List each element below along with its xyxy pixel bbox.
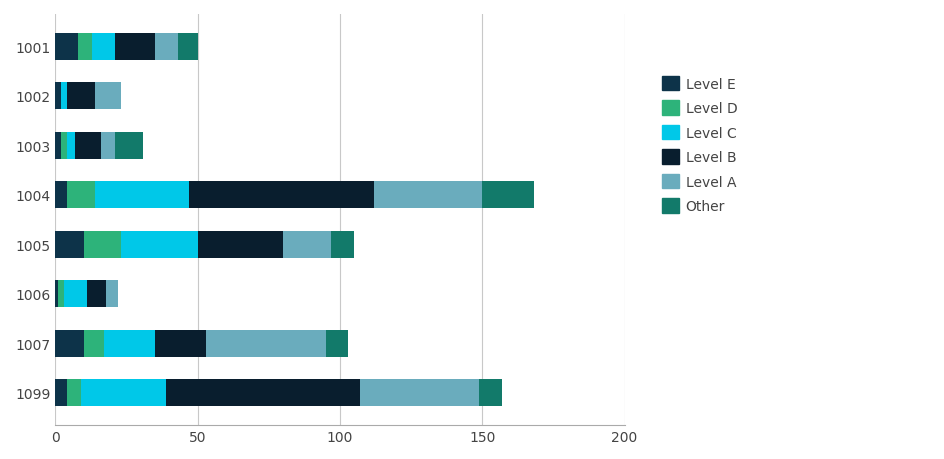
Bar bbox=[115, 34, 155, 61]
Bar bbox=[104, 330, 155, 357]
Bar bbox=[84, 330, 104, 357]
Bar bbox=[87, 280, 107, 308]
Bar bbox=[121, 231, 197, 258]
Bar bbox=[67, 182, 95, 209]
Bar bbox=[479, 380, 501, 407]
Bar bbox=[55, 380, 67, 407]
Bar bbox=[55, 280, 58, 308]
Bar bbox=[331, 231, 354, 258]
Bar bbox=[67, 83, 95, 110]
Bar bbox=[84, 231, 121, 258]
Bar bbox=[55, 182, 67, 209]
Bar bbox=[95, 83, 121, 110]
Bar bbox=[55, 83, 60, 110]
Bar bbox=[115, 132, 143, 160]
Bar bbox=[206, 330, 326, 357]
Bar bbox=[282, 231, 331, 258]
Bar bbox=[197, 231, 282, 258]
Bar bbox=[58, 280, 63, 308]
Bar bbox=[67, 380, 81, 407]
Bar bbox=[481, 182, 533, 209]
Bar bbox=[81, 380, 166, 407]
Bar bbox=[55, 34, 78, 61]
Legend: Level E, Level D, Level C, Level B, Level A, Other: Level E, Level D, Level C, Level B, Leve… bbox=[656, 71, 742, 219]
Bar bbox=[60, 83, 67, 110]
Bar bbox=[55, 231, 84, 258]
Bar bbox=[189, 182, 374, 209]
Bar bbox=[93, 34, 115, 61]
Bar bbox=[101, 132, 115, 160]
Bar bbox=[360, 380, 479, 407]
Bar bbox=[177, 34, 197, 61]
Bar bbox=[374, 182, 481, 209]
Bar bbox=[155, 330, 206, 357]
Bar bbox=[67, 132, 76, 160]
Bar bbox=[55, 132, 60, 160]
Bar bbox=[95, 182, 189, 209]
Bar bbox=[326, 330, 348, 357]
Bar bbox=[78, 34, 93, 61]
Bar bbox=[76, 132, 101, 160]
Bar bbox=[63, 280, 87, 308]
Bar bbox=[166, 380, 360, 407]
Bar bbox=[155, 34, 177, 61]
Bar bbox=[55, 330, 84, 357]
Bar bbox=[107, 280, 118, 308]
Bar bbox=[60, 132, 67, 160]
